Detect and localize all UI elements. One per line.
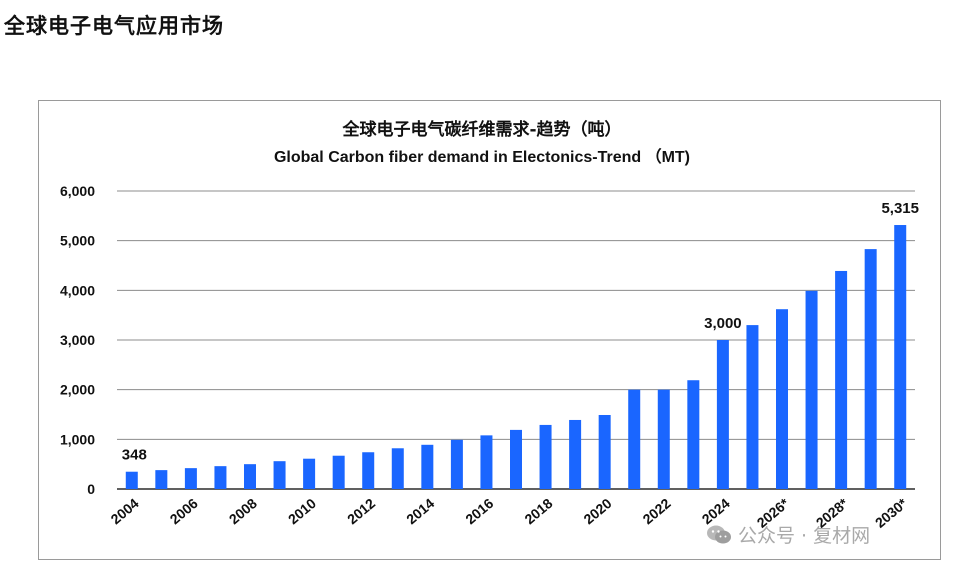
- bar-2006: [184, 468, 197, 489]
- bar-2029: [864, 249, 877, 489]
- bar-2007: [214, 466, 227, 489]
- bar-2017: [510, 429, 522, 489]
- y-tick-label: 3,000: [60, 332, 95, 348]
- bar-2019: [569, 419, 582, 489]
- bar-chart: 全球电子电气碳纤维需求-趋势（吨） Global Carbon fiber de…: [60, 119, 919, 531]
- data-label: 348: [122, 447, 147, 464]
- bar-2024: [716, 340, 729, 489]
- bar-2022: [657, 389, 670, 489]
- chart-subtitle: Global Carbon fiber demand in Electonics…: [274, 148, 690, 166]
- bars: [125, 225, 907, 489]
- watermark: 公众号 · 复材网: [706, 521, 870, 548]
- bar-2020: [598, 414, 611, 489]
- chart-frame: 全球电子电气碳纤维需求-趋势（吨） Global Carbon fiber de…: [38, 100, 941, 560]
- x-tick-label: 2014: [403, 495, 437, 527]
- bar-2008: [244, 464, 256, 489]
- bar-2009: [273, 461, 286, 489]
- bar-2012: [362, 452, 375, 489]
- x-tick-label: 2016: [462, 495, 496, 527]
- x-tick-label: 2012: [344, 495, 378, 527]
- y-tick-label: 5,000: [60, 233, 95, 249]
- bar-2018: [539, 424, 552, 489]
- x-tick-label: 2022: [640, 495, 674, 527]
- bar-2014: [421, 444, 434, 489]
- bar-2016: [480, 435, 493, 489]
- data-label: 5,315: [881, 200, 919, 217]
- watermark-text: 公众号 · 复材网: [738, 525, 871, 547]
- page-heading: 全球电子电气应用市场: [4, 14, 224, 38]
- x-tick-label: 2006: [167, 495, 201, 527]
- y-tick-label: 2,000: [60, 382, 95, 398]
- bar-2005: [155, 470, 168, 489]
- bar-2023: [687, 380, 700, 489]
- x-tick-label: 2004: [108, 495, 142, 527]
- bar-2010: [303, 458, 316, 489]
- y-tick-label: 4,000: [60, 282, 95, 298]
- bar-2004: [125, 471, 138, 489]
- bar-2030: [894, 225, 907, 489]
- data-labels: 348 3,000 5,315: [122, 200, 919, 464]
- bar-2028: [835, 270, 848, 489]
- bar-2027: [805, 290, 818, 489]
- y-tick-label: 6,000: [60, 183, 95, 199]
- chart-title: 全球电子电气碳纤维需求-趋势（吨）: [341, 119, 621, 140]
- x-tick-label: 2020: [580, 495, 614, 527]
- y-tick-label: 0: [87, 481, 95, 497]
- wechat-icon: [707, 525, 731, 543]
- bar-2021: [628, 389, 641, 489]
- bar-2013: [391, 448, 404, 489]
- y-tick-label: 1,000: [60, 431, 95, 447]
- bar-2015: [450, 439, 463, 489]
- x-tick-label: 2010: [285, 495, 319, 527]
- data-label: 3,000: [704, 315, 742, 332]
- x-tick-label: 2018: [521, 495, 555, 527]
- y-axis-tick-labels: 0 1,000 2,000 3,000 4,000 5,000 6,000: [60, 183, 95, 497]
- bar-2011: [332, 455, 345, 489]
- x-tick-label: 2008: [226, 495, 260, 527]
- x-tick-label: 2030*: [872, 495, 911, 531]
- bar-2026: [776, 309, 788, 489]
- bar-2025: [746, 325, 759, 489]
